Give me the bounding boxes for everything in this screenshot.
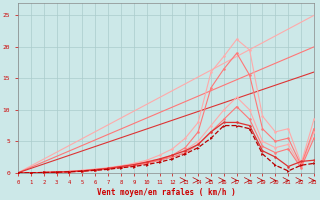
X-axis label: Vent moyen/en rafales ( km/h ): Vent moyen/en rafales ( km/h ) [97,188,235,197]
